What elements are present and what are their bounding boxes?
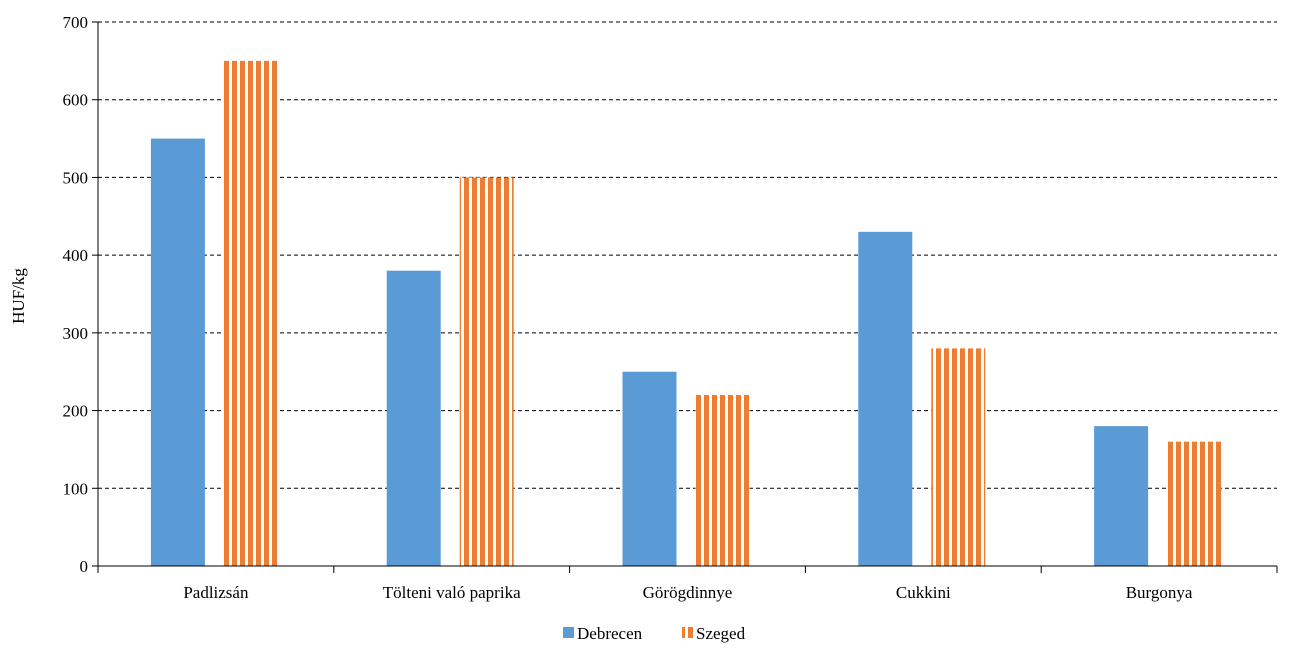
bar-szeged-1 [459, 177, 514, 566]
legend-label-debrecen: Debrecen [577, 624, 643, 643]
bars [150, 60, 1222, 567]
x-category-label: Padlizsán [183, 583, 249, 602]
y-tick-label: 600 [63, 91, 89, 110]
bar-debrecen-2 [622, 371, 677, 566]
bar-debrecen-4 [1094, 426, 1149, 566]
bar-szeged-2 [695, 395, 750, 566]
legend-swatch-debrecen [563, 627, 574, 638]
labels: 0 100 200 300 400 500 600 700 Padlizsán Tölteni v… [63, 13, 1193, 602]
gridlines [98, 21, 1277, 489]
bar-debrecen-0 [150, 138, 205, 567]
bar-szeged-4 [1167, 441, 1222, 566]
axes [92, 21, 1278, 573]
legend-swatch-szeged [682, 627, 693, 638]
x-category-label: Tölteni való paprika [383, 583, 521, 602]
y-tick-label: 0 [80, 557, 89, 576]
bar-szeged-3 [931, 348, 986, 566]
y-tick-label: 500 [63, 168, 89, 187]
y-tick-label: 700 [63, 13, 89, 32]
bar-szeged-0 [223, 60, 278, 566]
legend: Debrecen Szeged [563, 624, 746, 643]
x-category-label: Burgonya [1126, 583, 1193, 602]
bar-debrecen-1 [386, 270, 441, 566]
y-tick-label: 200 [63, 402, 89, 421]
bar-debrecen-3 [858, 231, 913, 567]
y-axis-title: HUF/kg [9, 268, 28, 324]
legend-label-szeged: Szeged [696, 624, 746, 643]
y-tick-label: 300 [63, 324, 89, 343]
x-category-label: Görögdinnye [643, 583, 733, 602]
y-tick-label: 400 [63, 246, 89, 265]
y-tick-label: 100 [63, 479, 89, 498]
x-category-label: Cukkini [896, 583, 951, 602]
